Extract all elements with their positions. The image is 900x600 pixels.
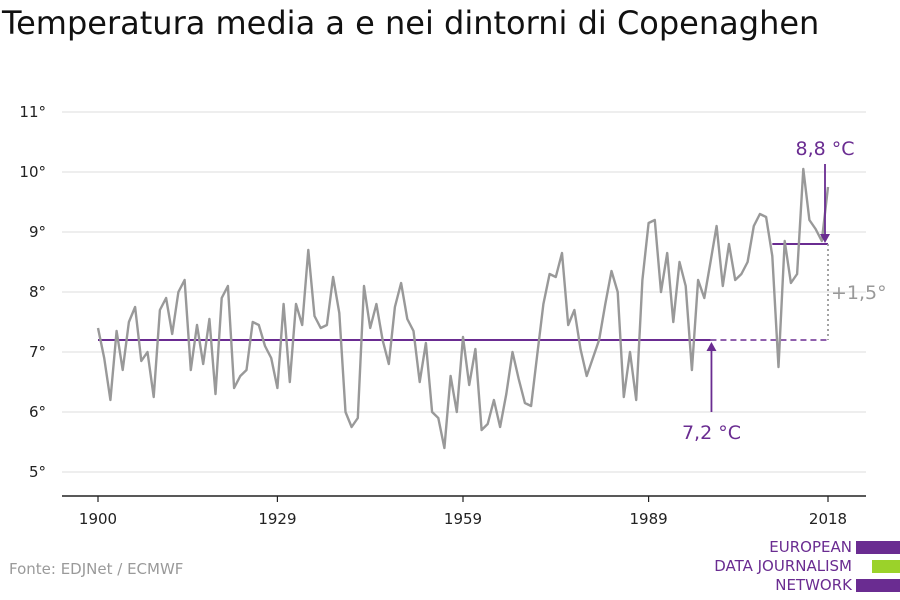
recent-mean-label: 8,8 °C: [795, 138, 854, 160]
y-tick-label-6: 6°: [29, 403, 46, 421]
x-tick-label-1929: 1929: [258, 510, 296, 528]
y-tick-label-10: 10°: [19, 163, 46, 181]
x-tick-label-2018: 2018: [809, 510, 847, 528]
logo-line-3: NETWORK: [775, 576, 852, 594]
y-tick-label-5: 5°: [29, 463, 46, 481]
temperature-series: [96, 167, 830, 450]
y-tick-label-8: 8°: [29, 283, 46, 301]
y-tick-label-11: 11°: [19, 103, 46, 121]
logo-bar-purple-top: [856, 541, 900, 554]
edjnet-logo: EUROPEAN DATA JOURNALISM NETWORK: [700, 538, 900, 596]
recent-mean-arrow-head: [820, 234, 830, 243]
x-axis: 1900 1929 1959 1989 2018: [62, 495, 866, 528]
x-tick-label-1900: 1900: [79, 510, 117, 528]
y-axis-ticks: 5° 6° 7° 8° 9° 10° 11°: [19, 103, 46, 481]
chart-title: Temperatura media a e nei dintorni di Co…: [2, 4, 820, 42]
y-tick-label-9: 9°: [29, 223, 46, 241]
source-note: Fonte: EDJNet / ECMWF: [9, 560, 184, 578]
y-tick-label-7: 7°: [29, 343, 46, 361]
x-tick-label-1959: 1959: [444, 510, 482, 528]
difference-label: +1,5°: [831, 282, 887, 304]
logo-line-1: EUROPEAN: [769, 538, 852, 556]
baseline-mean-label: 7,2 °C: [682, 422, 741, 444]
baseline-mean-arrow-head: [706, 342, 717, 351]
temperature-line: [96, 167, 830, 450]
x-tick-label-1989: 1989: [629, 510, 667, 528]
logo-bar-green: [872, 560, 900, 573]
temperature-chart: 5° 6° 7° 8° 9° 10° 11° 1900 1929 1959 1989 2018 +1…: [19, 103, 887, 528]
annotations: +1,5° 8,8 °C 7,2 °C: [682, 138, 887, 444]
logo-bar-purple-bottom: [856, 579, 900, 592]
logo-line-2: DATA JOURNALISM: [714, 557, 852, 575]
gridlines: [62, 111, 866, 473]
